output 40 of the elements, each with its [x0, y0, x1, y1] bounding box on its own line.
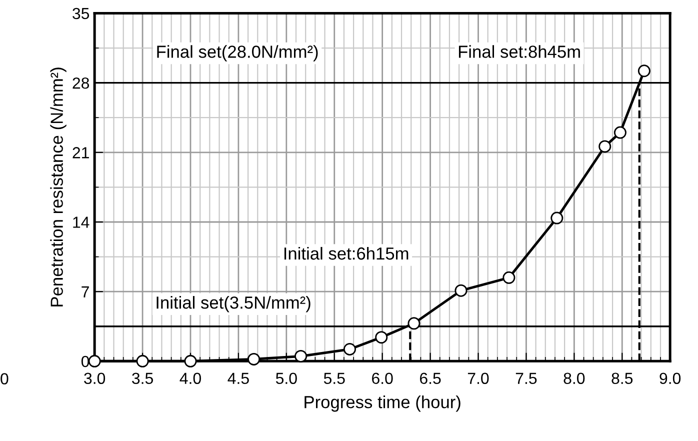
x-tick-label: 8.0 [564, 372, 585, 384]
x-tick-label: 5.5 [324, 372, 345, 384]
x-tick-label: 5.0 [276, 372, 297, 384]
y-axis-title: Penetration resistance (N/mm²) [50, 68, 66, 306]
point [248, 352, 260, 366]
x-tick-label: 6.0 [372, 372, 393, 384]
point [343, 343, 356, 356]
annotation: Final set:8h45m [458, 45, 580, 58]
point [614, 126, 626, 139]
x-tick-label: 3.5 [132, 372, 153, 384]
y-tick-label: 28 [72, 77, 90, 89]
text: 0 [0, 373, 8, 384]
point [550, 212, 564, 224]
x-tick-label: 7.0 [468, 372, 489, 384]
x-tick-label: 3.0 [84, 372, 106, 384]
x-tick-label: 6.5 [420, 372, 441, 384]
y-tick-label: 35 [72, 8, 90, 20]
point [598, 140, 612, 153]
x-tick-label: 4.0 [180, 372, 201, 384]
x-tick-label: 9.0 [660, 372, 681, 384]
point [375, 331, 388, 344]
y-tick-label: 0 [81, 356, 90, 368]
point [408, 317, 420, 330]
point [136, 354, 149, 368]
x-tick-label: 7.5 [516, 372, 537, 384]
y-tick-label: 21 [72, 147, 89, 158]
x-axis-title: Progress time (hour) [304, 396, 460, 412]
x-tick-label: 4.5 [228, 372, 249, 384]
point [454, 284, 468, 297]
point [502, 271, 516, 284]
annotation: Initial set:6h15m [284, 246, 408, 260]
x-tick-label: 8.5 [612, 372, 633, 384]
y-tick-label: 7 [82, 286, 89, 298]
point [88, 354, 101, 368]
annotation: Initial set(3.5N/mm²) [156, 296, 310, 312]
point [184, 354, 197, 368]
annotation: Final set(28.0N/mm²) [157, 45, 318, 62]
point [638, 64, 650, 78]
point [294, 350, 308, 362]
y-tick-label: 14 [73, 216, 90, 228]
